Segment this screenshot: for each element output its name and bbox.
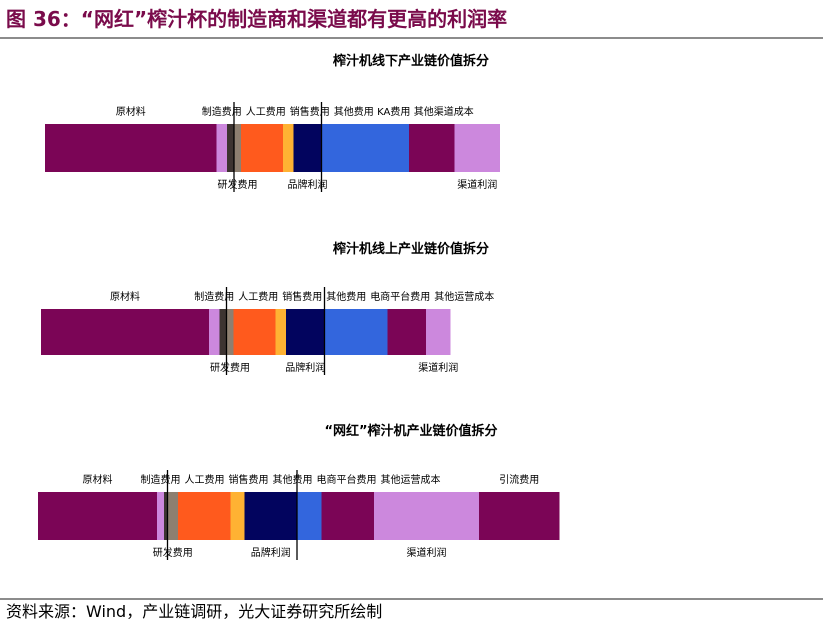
segment-label: 研发费用 bbox=[153, 546, 193, 559]
segment-label: 销售费用 bbox=[290, 105, 330, 118]
segment-label: 人工费用 bbox=[185, 473, 225, 486]
bar-segment bbox=[216, 124, 227, 172]
bar-segment bbox=[227, 124, 234, 172]
bar-segment bbox=[286, 309, 325, 355]
segment-label: 人工费用 bbox=[238, 290, 278, 303]
bar-segment bbox=[321, 124, 409, 172]
segment-label: 其他运营成本 bbox=[434, 290, 494, 303]
segment-label: 销售费用 bbox=[229, 473, 269, 486]
segment-label: 销售费用 bbox=[282, 290, 322, 303]
bar-segment bbox=[409, 124, 455, 172]
segment-label: 制造费用 bbox=[194, 290, 234, 303]
segment-label: 其他渠道成本 bbox=[414, 105, 474, 118]
bar-segment bbox=[293, 124, 322, 172]
bottom-divider bbox=[0, 598, 823, 600]
bar-segment bbox=[297, 492, 322, 540]
segment-label: 渠道利润 bbox=[418, 361, 458, 374]
bar-segment bbox=[479, 492, 560, 540]
bar-segment bbox=[226, 309, 234, 355]
bar-segment bbox=[426, 309, 451, 355]
segment-label: 原材料 bbox=[116, 105, 146, 118]
segment-label: 制造费用 bbox=[141, 473, 181, 486]
chart-title: 榨汁机线上产业链价值拆分 bbox=[332, 241, 489, 257]
bar-segment bbox=[454, 124, 500, 172]
bar-segment bbox=[275, 309, 286, 355]
bar-segment bbox=[41, 309, 209, 355]
bar-segment bbox=[45, 124, 217, 172]
segment-label: 其他费用 bbox=[334, 105, 374, 118]
segment-label: 渠道利润 bbox=[457, 178, 497, 191]
segment-label: KA费用 bbox=[377, 105, 410, 118]
bar-segment bbox=[209, 309, 220, 355]
bar-segment bbox=[164, 492, 168, 540]
bar-segment bbox=[234, 124, 241, 172]
figure-source: 资料来源：Wind，产业链调研，光大证券研究所绘制 bbox=[6, 602, 383, 621]
chart-title: “网红”榨汁机产业链价值拆分 bbox=[324, 423, 497, 439]
bar-segment bbox=[321, 492, 374, 540]
bar-segment bbox=[38, 492, 157, 540]
segment-label: 电商平台费用 bbox=[370, 290, 430, 303]
segment-label: 引流费用 bbox=[499, 473, 539, 486]
segment-label: 研发费用 bbox=[210, 361, 250, 374]
segment-label: 制造费用 bbox=[202, 105, 242, 118]
segment-label: 人工费用 bbox=[246, 105, 286, 118]
bar-segment bbox=[241, 124, 283, 172]
bar-segment bbox=[324, 309, 388, 355]
segment-label: 品牌利润 bbox=[285, 361, 325, 374]
segment-label: 其他费用 bbox=[273, 473, 313, 486]
bar-segment bbox=[244, 492, 297, 540]
segment-label: 原材料 bbox=[110, 290, 140, 303]
segment-label: 品牌利润 bbox=[288, 178, 328, 191]
bar-segment bbox=[219, 309, 227, 355]
segment-label: 研发费用 bbox=[218, 178, 258, 191]
segment-label: 品牌利润 bbox=[251, 546, 291, 559]
bar-segment bbox=[233, 309, 276, 355]
bar-segment bbox=[283, 124, 294, 172]
bar-segment bbox=[167, 492, 178, 540]
bar-segment bbox=[157, 492, 164, 540]
segment-label: 其他费用 bbox=[326, 290, 366, 303]
segment-label: 其他运营成本 bbox=[381, 473, 441, 486]
segment-label: 原材料 bbox=[83, 473, 113, 486]
bar-segment bbox=[387, 309, 426, 355]
segment-label: 渠道利润 bbox=[407, 546, 447, 559]
top-divider bbox=[0, 37, 823, 39]
segment-label: 电商平台费用 bbox=[317, 473, 377, 486]
chart-title: 榨汁机线下产业链价值拆分 bbox=[332, 53, 489, 69]
figure-title: 图 36：“网红”榨汁杯的制造商和渠道都有更高的利润率 bbox=[6, 7, 508, 31]
bar-segment bbox=[230, 492, 245, 540]
bar-segment bbox=[178, 492, 231, 540]
bar-segment bbox=[374, 492, 479, 540]
